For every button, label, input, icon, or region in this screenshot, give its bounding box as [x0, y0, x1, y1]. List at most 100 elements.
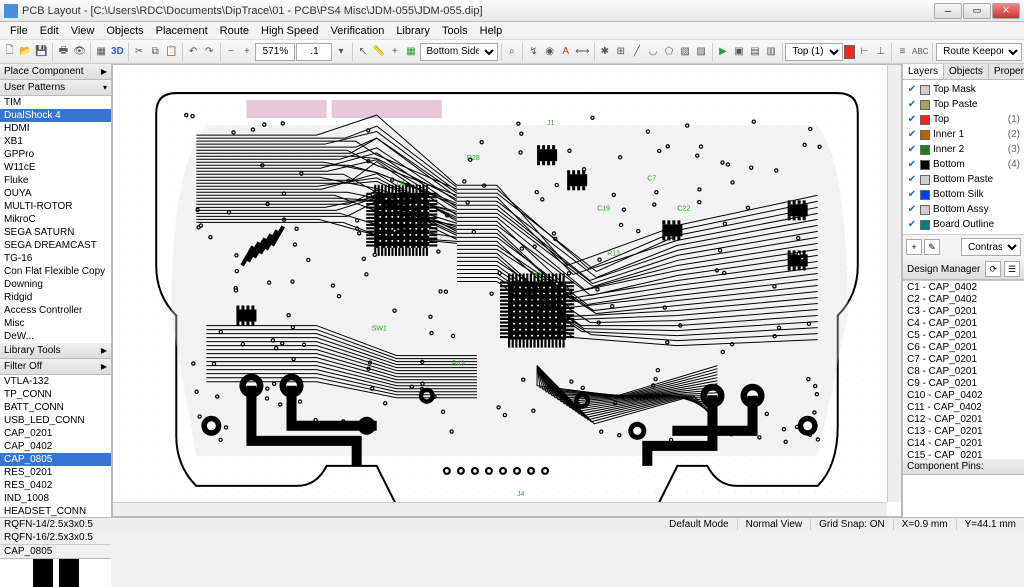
component-item[interactable]: RQFN-14/2.5x3x0.5 [0, 518, 111, 531]
grid-toggle-icon[interactable]: ▦ [403, 42, 418, 62]
contrast-select[interactable]: Contrast [961, 238, 1021, 256]
keepout-icon[interactable]: ▨ [694, 42, 709, 62]
zoom-in-icon[interactable]: + [239, 42, 254, 62]
layer-row[interactable]: ✔Top Mask [905, 82, 1022, 97]
dm-refresh-icon[interactable]: ⟳ [985, 261, 1001, 277]
lib-item[interactable]: Con Flat Flexible Copy [0, 265, 111, 278]
component-item[interactable]: CAP_0402 [0, 440, 111, 453]
dm-item[interactable]: C4 - CAP_0201 [904, 318, 1023, 330]
component-item[interactable]: IND_1008 [0, 492, 111, 505]
zoom-input[interactable] [255, 43, 295, 61]
lib-item[interactable]: SEGA SATURN [0, 226, 111, 239]
layer-row[interactable]: ✔Top(1) [905, 112, 1022, 127]
lib-item[interactable]: DualShock 4 [0, 109, 111, 122]
layer-check-icon[interactable]: ✔ [907, 190, 917, 200]
tab-objects[interactable]: Objects [944, 64, 989, 79]
lib-item[interactable]: SEGA DREAMCAST [0, 239, 111, 252]
scrollbar-horizontal[interactable] [113, 502, 887, 516]
layer-check-icon[interactable]: ✔ [907, 220, 917, 230]
layer-swatch[interactable] [920, 130, 930, 140]
drc-icon[interactable]: ▣ [731, 42, 746, 62]
lib-item[interactable]: Downing [0, 278, 111, 291]
minimize-button[interactable]: ─ [934, 3, 962, 19]
dm-filter-icon[interactable]: ☰ [1004, 261, 1020, 277]
component-item[interactable]: RES_0402 [0, 479, 111, 492]
dm-item[interactable]: C3 - CAP_0201 [904, 306, 1023, 318]
layer-select[interactable]: Top (1) [785, 43, 843, 61]
open-icon[interactable]: 📂 [18, 42, 33, 62]
tab-layers[interactable]: Layers [903, 64, 944, 79]
layer-row[interactable]: ✔Inner 2(3) [905, 142, 1022, 157]
dm-item[interactable]: C7 - CAP_0201 [904, 354, 1023, 366]
3d-button[interactable]: 3D [110, 42, 125, 62]
pour-icon[interactable]: ▧ [678, 42, 693, 62]
menu-placement[interactable]: Placement [150, 25, 214, 37]
component-item[interactable]: RQFN-16/2.5x3x0.5 [0, 531, 111, 544]
place-component-header[interactable]: Place Component▶ [0, 64, 111, 80]
layer-row[interactable]: ✔Bottom Assy [905, 202, 1022, 217]
lib-item[interactable]: Misc [0, 317, 111, 330]
tab-properties[interactable]: Properties [989, 64, 1024, 79]
layer-check-icon[interactable]: ✔ [907, 115, 917, 125]
layer-swatch[interactable] [920, 160, 930, 170]
layer-row[interactable]: ✔Bottom Silk [905, 187, 1022, 202]
scrollbar-vertical[interactable] [887, 65, 901, 502]
print-icon[interactable]: 🖶 [56, 42, 71, 62]
layer-swatch[interactable] [920, 145, 930, 155]
save-icon[interactable]: 💾 [34, 42, 49, 62]
new-icon[interactable]: 🗋 [2, 42, 17, 62]
redo-icon[interactable]: ↷ [202, 42, 217, 62]
lib-item[interactable]: Fluke [0, 174, 111, 187]
label-icon[interactable]: ABC [911, 42, 929, 62]
dm-item[interactable]: C13 - CAP_0201 [904, 426, 1023, 438]
component-item[interactable]: BATT_CONN [0, 401, 111, 414]
lib-item[interactable]: HDMI [0, 122, 111, 135]
panel-icon[interactable]: ▥ [764, 42, 779, 62]
layer-check-icon[interactable]: ✔ [907, 130, 917, 140]
menu-file[interactable]: File [4, 25, 34, 37]
layer-swatch[interactable] [920, 190, 930, 200]
layer-check-icon[interactable]: ✔ [907, 100, 917, 110]
via-icon[interactable]: ◉ [542, 42, 557, 62]
layer-check-icon[interactable]: ✔ [907, 160, 917, 170]
menu-high-speed[interactable]: High Speed [255, 25, 325, 37]
dm-item[interactable]: C6 - CAP_0201 [904, 342, 1023, 354]
lib-item[interactable]: DeW... [0, 330, 111, 343]
layer-swatch[interactable] [920, 205, 930, 215]
layer-row[interactable]: ✔Top Paste [905, 97, 1022, 112]
layer-row[interactable]: ✔Bottom(4) [905, 157, 1022, 172]
lib-item[interactable]: Access Controller [0, 304, 111, 317]
layer-check-icon[interactable]: ✔ [907, 175, 917, 185]
find-icon[interactable]: ⌕ [504, 42, 519, 62]
close-button[interactable]: ✕ [992, 3, 1020, 19]
dm-item[interactable]: C8 - CAP_0201 [904, 366, 1023, 378]
ratsnest-icon[interactable]: ✱ [597, 42, 612, 62]
layer-color-icon[interactable] [844, 45, 855, 59]
component-item[interactable]: CAP_0201 [0, 427, 111, 440]
layer-row[interactable]: ✔Board Outline [905, 217, 1022, 232]
lib-item[interactable]: TG-16 [0, 252, 111, 265]
layer-check-icon[interactable]: ✔ [907, 205, 917, 215]
lib-item[interactable]: GPPro [0, 148, 111, 161]
layer-swatch[interactable] [920, 100, 930, 110]
poly-icon[interactable]: ⬠ [662, 42, 677, 62]
chevron-down-icon[interactable]: ▾ [333, 42, 348, 62]
menu-route[interactable]: Route [214, 25, 255, 37]
maximize-button[interactable]: ▭ [963, 3, 991, 19]
menu-tools[interactable]: Tools [436, 25, 474, 37]
lib-item[interactable]: MikroC [0, 213, 111, 226]
lib-item[interactable]: OUYA [0, 187, 111, 200]
zoom-out-icon[interactable]: − [223, 42, 238, 62]
menu-verification[interactable]: Verification [325, 25, 391, 37]
side-select[interactable]: Bottom Side [420, 43, 498, 61]
dm-item[interactable]: C2 - CAP_0402 [904, 294, 1023, 306]
component-item[interactable]: VTLA-132 [0, 375, 111, 388]
measure-icon[interactable]: 📏 [371, 42, 386, 62]
nets-icon[interactable]: ⊞ [613, 42, 628, 62]
menu-view[interactable]: View [65, 25, 101, 37]
menu-help[interactable]: Help [474, 25, 509, 37]
lib-item[interactable]: XB1 [0, 135, 111, 148]
user-patterns-header[interactable]: User Patterns▾ [0, 80, 111, 96]
arc-icon[interactable]: ◡ [645, 42, 660, 62]
track-icon[interactable]: ╱ [629, 42, 644, 62]
